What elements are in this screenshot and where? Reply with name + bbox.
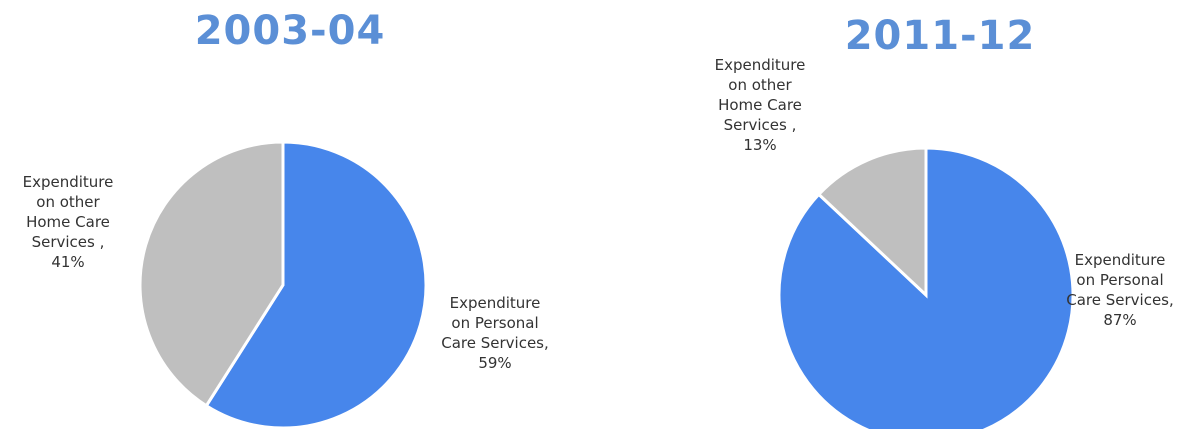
category-label: Expenditure on other Home Care Services …: [22, 173, 114, 251]
chart-title: 2011-12: [844, 13, 1036, 59]
pie-slice: [816, 146, 928, 299]
value-label: 59%: [478, 354, 512, 372]
pie-slice: [138, 140, 285, 408]
category-label: Expenditure on Personal Care Services,: [1066, 251, 1174, 309]
slice-label: Expenditure on other Home Care Services …: [704, 55, 816, 155]
pie-slice: [204, 140, 428, 429]
value-label: 87%: [1103, 311, 1137, 329]
chart-title: 2003-04: [194, 8, 386, 54]
category-label: Expenditure on other Home Care Services …: [714, 56, 806, 134]
slice-label: Expenditure on Personal Care Services, 87…: [1064, 250, 1176, 330]
value-label: 13%: [743, 136, 777, 154]
value-label: 41%: [51, 253, 85, 271]
slice-label: Expenditure on other Home Care Services …: [12, 172, 124, 272]
category-label: Expenditure on Personal Care Services,: [441, 294, 549, 352]
slice-label: Expenditure on Personal Care Services, 59…: [439, 293, 551, 373]
